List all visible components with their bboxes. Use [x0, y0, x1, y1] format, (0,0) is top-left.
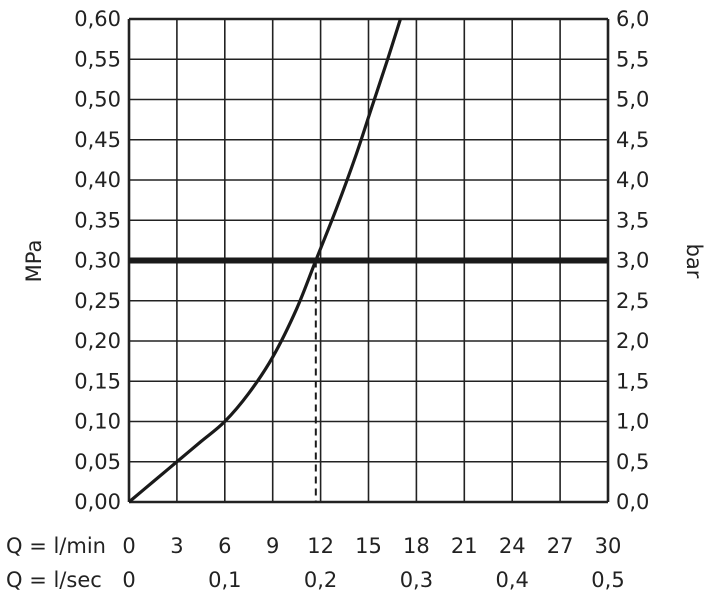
- x-tick-labels: 0 3 6 9 12 15 18 21 24 27 30 0 0,1 0,2 0,3 0,4 0,5: [122, 534, 624, 592]
- x-axis-title-lsec: Q = l/sec: [6, 568, 102, 592]
- series-line-0: [127, 18, 402, 504]
- x-tick-lmin-9: 27: [547, 534, 574, 558]
- y-tick-right-8: 4,0: [616, 168, 649, 192]
- x-tick-lmin-1: 3: [170, 534, 183, 558]
- y-tick-right-6: 3,0: [616, 249, 649, 273]
- y-tick-right-9: 4,5: [616, 128, 649, 152]
- y-axis-title-right: bar: [682, 244, 704, 279]
- x-axis-title-lmin: Q = l/min: [6, 534, 106, 558]
- y-tick-left-9: 0,45: [74, 128, 121, 152]
- y-tick-left-7: 0,35: [74, 208, 121, 232]
- right-y-tick-labels: 0,0 0,5 1,0 1,5 2,0 2,5 3,0 3,5 4,0 4,5 5,0 5,5 6,0: [616, 7, 649, 514]
- x-tick-lmin-5: 15: [355, 534, 382, 558]
- y-tick-right-0: 0,0: [616, 490, 649, 514]
- x-tick-lmin-8: 24: [499, 534, 526, 558]
- y-tick-right-3: 1,5: [616, 369, 649, 393]
- y-tick-left-0: 0,00: [74, 490, 121, 514]
- y-tick-right-4: 2,0: [616, 329, 649, 353]
- y-tick-right-5: 2,5: [616, 289, 649, 313]
- series-curves: [127, 18, 402, 504]
- x-tick-lmin-10: 30: [595, 534, 622, 558]
- x-tick-lmin-2: 6: [218, 534, 231, 558]
- x-tick-lmin-4: 12: [307, 534, 334, 558]
- x-tick-lmin-3: 9: [266, 534, 279, 558]
- y-tick-left-6: 0,30: [74, 249, 121, 273]
- x-tick-lmin-7: 21: [451, 534, 478, 558]
- y-tick-left-5: 0,25: [74, 289, 121, 313]
- y-tick-left-2: 0,10: [74, 410, 121, 434]
- y-tick-left-1: 0,05: [74, 450, 121, 474]
- y-tick-left-8: 0,40: [74, 168, 121, 192]
- left-y-tick-labels: 0,00 0,05 0,10 0,15 0,20 0,25 0,30 0,35 0,40 0,45…: [74, 7, 121, 514]
- x-tick-lsec-3: 0,3: [400, 568, 433, 592]
- y-tick-left-12: 0,60: [74, 7, 121, 31]
- y-tick-right-10: 5,0: [616, 88, 649, 112]
- y-tick-left-4: 0,20: [74, 329, 121, 353]
- y-tick-right-2: 1,0: [616, 410, 649, 434]
- y-tick-left-10: 0,50: [74, 88, 121, 112]
- x-tick-lsec-0: 0: [122, 568, 135, 592]
- y-tick-right-1: 0,5: [616, 450, 649, 474]
- x-tick-lsec-2: 0,2: [304, 568, 337, 592]
- x-tick-lsec-4: 0,4: [495, 568, 528, 592]
- y-tick-right-11: 5,5: [616, 47, 649, 71]
- x-tick-lmin-0: 0: [122, 534, 135, 558]
- y-tick-right-12: 6,0: [616, 7, 649, 31]
- y-axis-title-left: MPa: [22, 240, 46, 283]
- y-tick-left-11: 0,55: [74, 47, 121, 71]
- y-tick-right-7: 3,5: [616, 208, 649, 232]
- x-tick-lmin-6: 18: [403, 534, 430, 558]
- y-tick-left-3: 0,15: [74, 369, 121, 393]
- x-tick-lsec-1: 0,1: [208, 568, 241, 592]
- x-tick-lsec-5: 0,5: [591, 568, 624, 592]
- reference-lines: [129, 257, 608, 502]
